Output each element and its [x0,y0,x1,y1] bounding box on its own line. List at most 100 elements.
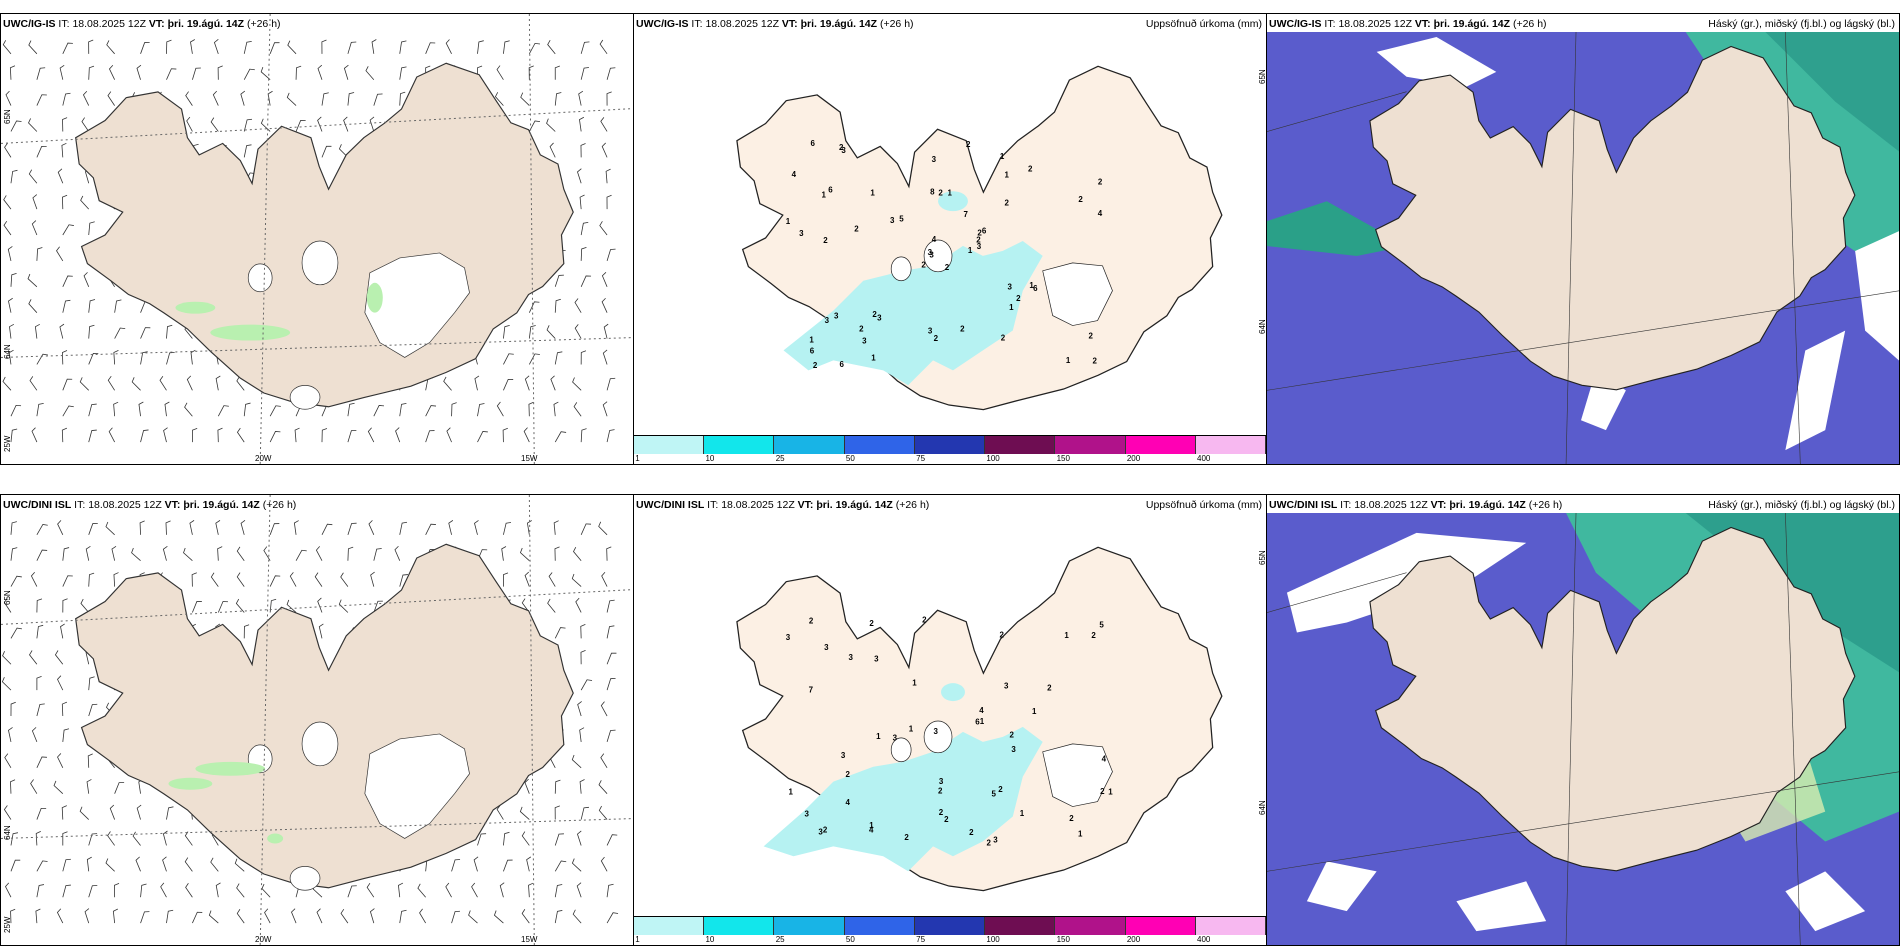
colorbar-label: 200 [1126,935,1141,944]
wind-barb [503,831,510,846]
precip-value-label: 2 [872,310,877,319]
wind-barb [340,572,349,587]
wind-barb [61,350,68,365]
precip-value-label: 2 [999,630,1004,639]
wind-barb [526,856,532,872]
precip-value-label: 3 [893,734,898,743]
wind-barb [62,598,68,613]
wind-barb [80,598,90,613]
wind-barb [528,325,536,339]
precip-value-label: 3 [862,337,867,346]
precip-value-label: 7 [809,685,814,694]
wind-barb [523,427,530,443]
wind-barb [528,401,534,417]
wind-barb [162,856,167,872]
wind-barb [580,275,592,287]
wind-barb [269,598,277,613]
wind-barb [108,427,115,443]
wind-barb [3,805,12,820]
wind-barb [366,882,375,898]
precip-value-label: 2 [1100,787,1105,796]
wind-barb [210,857,219,872]
wind-barb [240,519,246,535]
precip-value-label: 1 [909,724,914,733]
wind-barb [503,859,513,872]
precip-value-label: 2 [809,616,814,625]
precip-value-label: 2 [960,325,965,334]
wind-barb [215,520,221,535]
wind-barb [419,908,426,924]
wind-barb [106,40,115,55]
wind-barb [368,520,375,535]
precip-value-label: 1 [870,189,875,198]
wind-barb [62,92,71,106]
precip-value-label: 1 [1000,152,1005,161]
wind-barb [398,882,404,898]
wind-barb [451,402,457,417]
wind-barb [547,598,556,613]
wind-barb [88,299,96,313]
precip-value-label: 1 [871,353,876,362]
wind-barb [10,272,17,287]
wind-barb [580,624,586,639]
wind-barb [524,778,530,794]
wind-barb [601,297,608,313]
wind-barb [10,859,21,872]
wind-barb [36,860,48,872]
precip-value-label: 1 [1020,809,1025,818]
colorbar-swatch [985,436,1056,454]
cloud-map [1267,513,1899,945]
wind-barb [236,572,245,587]
wind-barb [29,650,38,665]
wind-barb [88,833,98,846]
precip-value-label: 4 [869,826,874,835]
wind-barb [79,806,89,820]
wind-barb [135,856,141,872]
precip-value-label: 3 [786,633,791,642]
precip-value-label: 3 [1008,283,1013,292]
wind-barb [243,118,253,132]
wind-barb [166,909,174,924]
wind-barb [321,39,327,54]
precip-value-label: 2 [1069,814,1074,823]
wind-barb [606,248,616,262]
wind-barb [571,858,582,872]
precip-value-label: 2 [938,786,943,795]
precip-value-label: 1 [789,788,794,797]
precip-value-label: 2 [944,815,949,824]
precip-value-label: 3 [929,250,934,259]
wind-barb [347,41,357,54]
precip-value-label: 2 [938,188,943,197]
precip-value-label: 6 [975,717,980,726]
precip-value-label: 2 [1078,195,1083,204]
colorbar-label: 1 [635,935,640,944]
wind-barb [295,65,302,80]
wind-barb [554,805,560,820]
lon-label: 15W [521,935,538,944]
wind-barb [57,520,64,535]
precip-value-label: 2 [1091,631,1096,640]
wind-barb [580,650,586,665]
panel-title: Háský (gr.), miðský (fj.bl.) og lágský (… [1708,18,1895,30]
wind-barb [86,779,92,794]
wind-barb [53,780,64,794]
wind-barb [159,376,167,391]
precip-value-label: 3 [841,751,846,760]
precip-value-label: 3 [818,828,823,837]
precip-value-label: 3 [933,727,938,736]
precip-value-label: 3 [849,653,854,662]
wind-barb [62,575,73,587]
precip-value-label: 2 [1047,684,1052,693]
wind-barb [2,651,12,665]
wind-barb [82,90,90,106]
wind-barb [347,429,357,443]
precip-value-label: 4 [1098,209,1103,218]
wind-barb [269,575,281,587]
wind-barb [213,38,219,54]
wind-barb [399,909,407,924]
precip-value-label: 1 [968,246,973,255]
wind-barb [606,67,616,80]
wind-barb [521,598,530,613]
wind-barb [451,859,461,872]
wind-barb [59,323,65,339]
